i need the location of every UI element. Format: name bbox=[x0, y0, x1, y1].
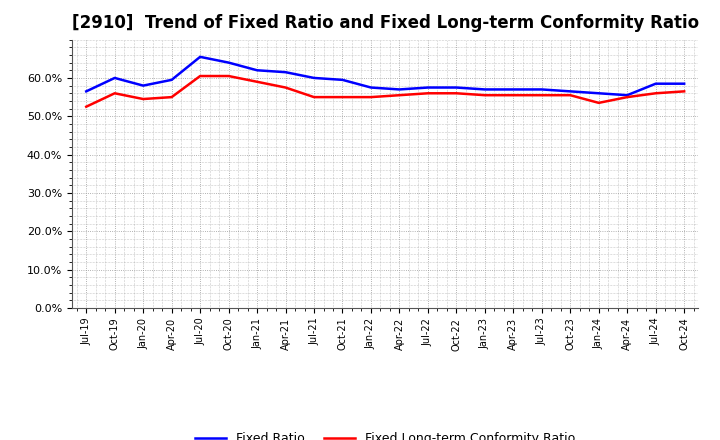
Fixed Long-term Conformity Ratio bbox=[225, 73, 233, 79]
Fixed Ratio bbox=[167, 77, 176, 82]
Fixed Long-term Conformity Ratio bbox=[623, 95, 631, 100]
Fixed Ratio bbox=[537, 87, 546, 92]
Fixed Long-term Conformity Ratio bbox=[652, 91, 660, 96]
Legend: Fixed Ratio, Fixed Long-term Conformity Ratio: Fixed Ratio, Fixed Long-term Conformity … bbox=[190, 427, 580, 440]
Fixed Ratio bbox=[452, 85, 461, 90]
Line: Fixed Ratio: Fixed Ratio bbox=[86, 57, 684, 95]
Fixed Long-term Conformity Ratio bbox=[282, 85, 290, 90]
Fixed Ratio bbox=[82, 89, 91, 94]
Fixed Ratio bbox=[480, 87, 489, 92]
Fixed Ratio bbox=[196, 54, 204, 59]
Fixed Ratio bbox=[566, 89, 575, 94]
Fixed Long-term Conformity Ratio bbox=[310, 95, 318, 100]
Fixed Long-term Conformity Ratio bbox=[139, 96, 148, 102]
Fixed Ratio bbox=[623, 92, 631, 98]
Fixed Long-term Conformity Ratio bbox=[423, 91, 432, 96]
Fixed Ratio bbox=[423, 85, 432, 90]
Fixed Ratio bbox=[225, 60, 233, 65]
Fixed Long-term Conformity Ratio bbox=[480, 92, 489, 98]
Title: [2910]  Trend of Fixed Ratio and Fixed Long-term Conformity Ratio: [2910] Trend of Fixed Ratio and Fixed Lo… bbox=[71, 15, 699, 33]
Fixed Ratio bbox=[509, 87, 518, 92]
Fixed Long-term Conformity Ratio bbox=[366, 95, 375, 100]
Fixed Long-term Conformity Ratio bbox=[680, 89, 688, 94]
Fixed Ratio bbox=[595, 91, 603, 96]
Fixed Long-term Conformity Ratio bbox=[253, 79, 261, 84]
Fixed Ratio bbox=[366, 85, 375, 90]
Fixed Long-term Conformity Ratio bbox=[509, 92, 518, 98]
Fixed Long-term Conformity Ratio bbox=[595, 100, 603, 106]
Fixed Long-term Conformity Ratio bbox=[167, 95, 176, 100]
Fixed Ratio bbox=[652, 81, 660, 86]
Fixed Long-term Conformity Ratio bbox=[452, 91, 461, 96]
Fixed Long-term Conformity Ratio bbox=[82, 104, 91, 109]
Fixed Long-term Conformity Ratio bbox=[110, 91, 119, 96]
Fixed Ratio bbox=[680, 81, 688, 86]
Fixed Long-term Conformity Ratio bbox=[338, 95, 347, 100]
Fixed Ratio bbox=[282, 70, 290, 75]
Fixed Long-term Conformity Ratio bbox=[537, 92, 546, 98]
Fixed Ratio bbox=[110, 75, 119, 81]
Fixed Ratio bbox=[338, 77, 347, 82]
Fixed Ratio bbox=[395, 87, 404, 92]
Fixed Long-term Conformity Ratio bbox=[395, 92, 404, 98]
Fixed Ratio bbox=[139, 83, 148, 88]
Fixed Ratio bbox=[253, 68, 261, 73]
Line: Fixed Long-term Conformity Ratio: Fixed Long-term Conformity Ratio bbox=[86, 76, 684, 106]
Fixed Ratio bbox=[310, 75, 318, 81]
Fixed Long-term Conformity Ratio bbox=[566, 92, 575, 98]
Fixed Long-term Conformity Ratio bbox=[196, 73, 204, 79]
